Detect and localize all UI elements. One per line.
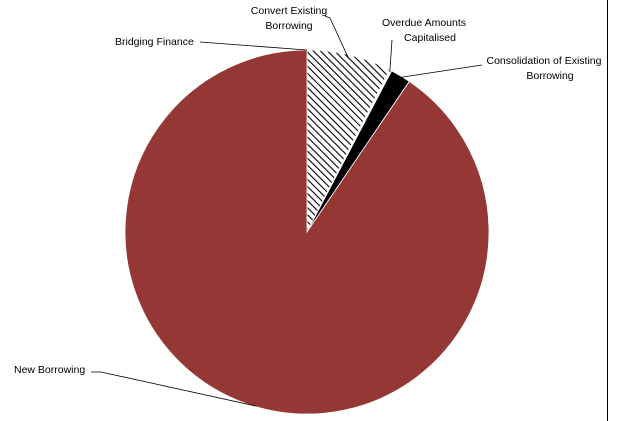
label-new-borrowing: New Borrowing bbox=[14, 364, 85, 376]
leader-line-overdue-amounts-capitalised bbox=[389, 39, 393, 73]
label-convert-existing-line1: Convert Existing bbox=[251, 5, 328, 17]
pie-slice-new-borrowing bbox=[124, 49, 490, 415]
label-overdue-line2: Capitalised bbox=[404, 32, 456, 44]
label-bridging-finance: Bridging Finance bbox=[115, 36, 194, 48]
leader-line-consolidation-of-existing-borrowing bbox=[399, 64, 483, 78]
leader-line-convert-existing-borrowing bbox=[324, 15, 350, 59]
label-consolidation-line2: Borrowing bbox=[526, 70, 573, 82]
leader-line-bridging-finance bbox=[199, 41, 308, 51]
label-convert-existing-line2: Borrowing bbox=[265, 20, 312, 32]
leader-line-new-borrowing bbox=[91, 371, 257, 407]
label-overdue-line1: Overdue Amounts bbox=[382, 17, 466, 29]
label-consolidation-line1: Consolidation of Existing bbox=[487, 55, 602, 67]
